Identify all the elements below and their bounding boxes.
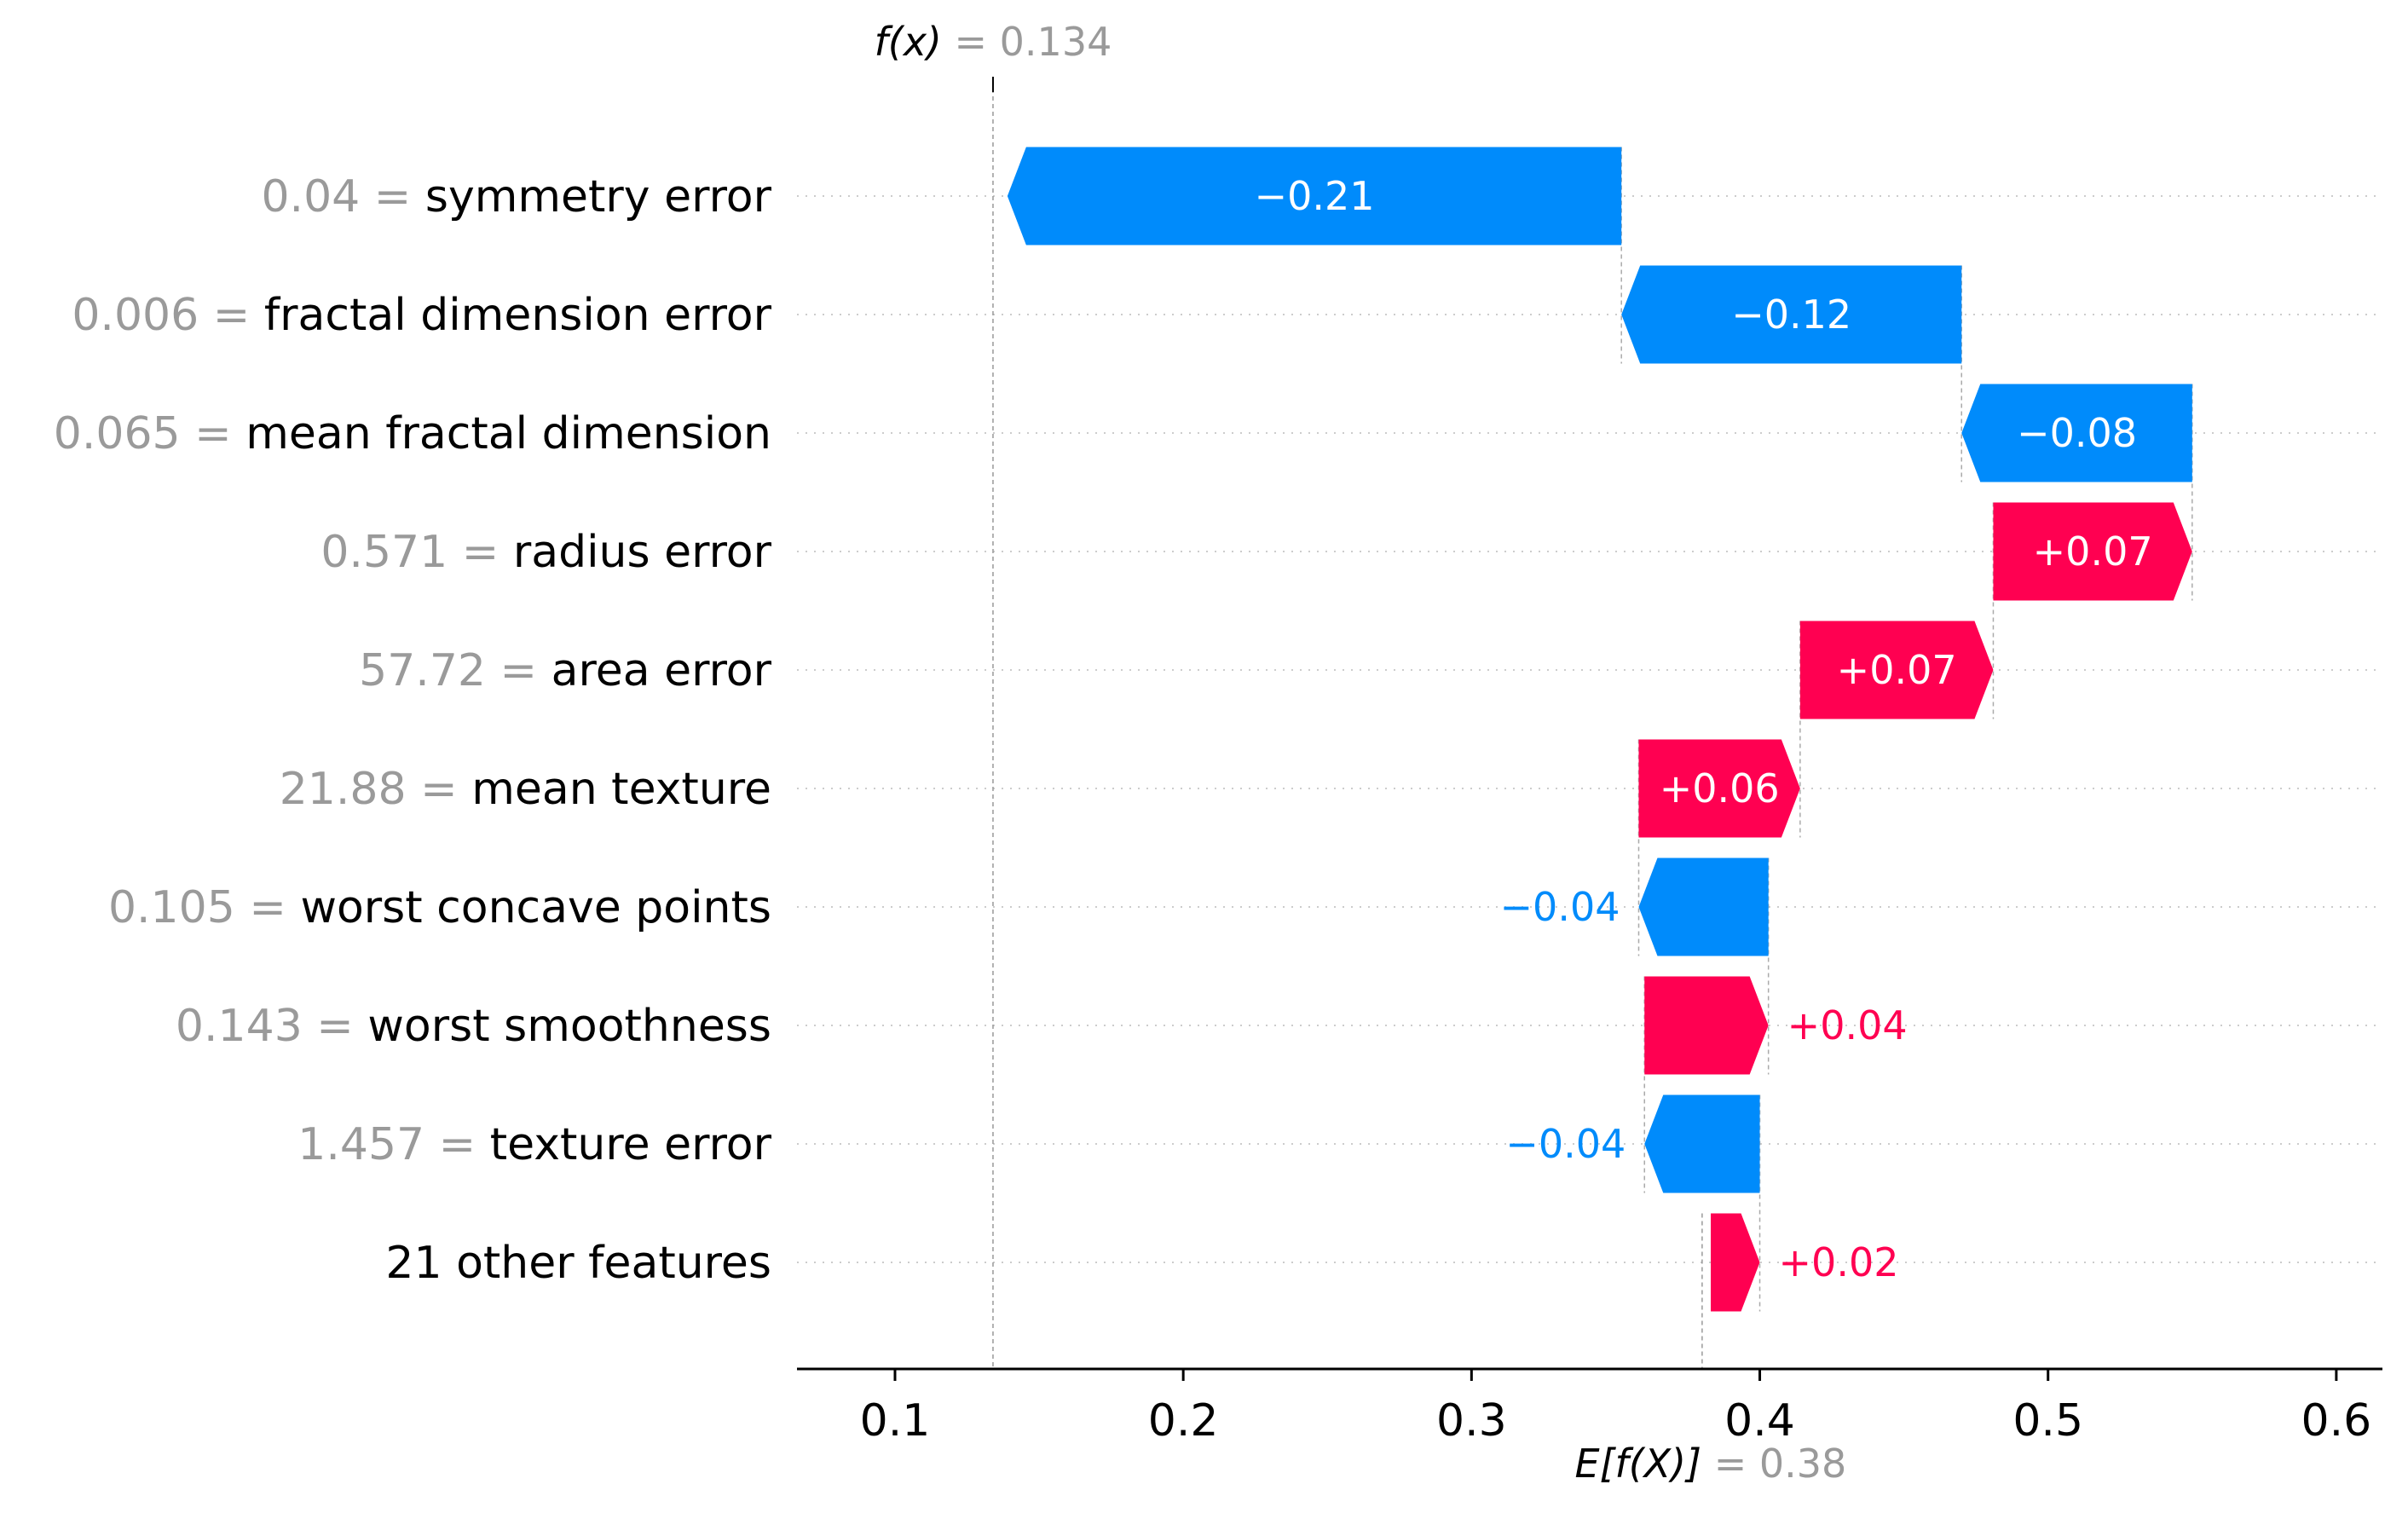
feature-name: texture error: [490, 1119, 772, 1170]
x-tick-label: 0.1: [860, 1395, 931, 1447]
bar-value-label: −0.04: [1500, 884, 1620, 930]
bar-connectors: [991, 77, 2193, 1369]
negative-contribution-bar: [1621, 265, 1962, 364]
x-axis: 0.1 0.2 0.3 0.4 0.5 0.6: [797, 1367, 2382, 1447]
negative-contribution-bar: [1961, 384, 2192, 482]
feature-label: 21.88 = mean texture: [280, 764, 771, 815]
fx-annotation: f(x) = 0.134: [875, 19, 1112, 65]
fx-value: = 0.134: [955, 19, 1112, 65]
positive-contribution-bar: [1993, 502, 2192, 601]
feature-name: worst concave points: [300, 882, 771, 933]
positive-contribution-bar: [1638, 739, 1800, 838]
feature-name: mean fractal dimension: [245, 408, 771, 459]
feature-name: worst smoothness: [367, 1001, 771, 1052]
bar-value-label: +0.07: [2033, 528, 2153, 575]
x-tick-label: 0.5: [2012, 1395, 2083, 1447]
feature-label: 0.571 = radius error: [320, 527, 771, 578]
feature-label: 0.105 = worst concave points: [108, 882, 771, 933]
x-tick-label: 0.3: [1436, 1395, 1507, 1447]
positive-contribution-bar: [1799, 621, 1994, 719]
feature-labels: −0.21 −0.12 −0.08 +0.07 +0.07 +0.06 −0.04 +0.04…: [54, 171, 2153, 1289]
feature-value: 0.571 =: [320, 527, 499, 578]
bar-value-label: −0.08: [2017, 410, 2137, 456]
feature-label: 21 other features: [385, 1238, 771, 1289]
feature-name: fractal dimension error: [264, 290, 772, 341]
bars: [1007, 147, 2192, 1312]
feature-label: 1.457 = texture error: [297, 1119, 771, 1170]
bar-value-label: −0.04: [1505, 1121, 1626, 1167]
gridlines: [797, 195, 2382, 1263]
feature-value: 0.065 =: [54, 408, 232, 459]
negative-contribution-bar: [1007, 147, 1622, 245]
feature-label: 0.143 = worst smoothness: [176, 1001, 771, 1052]
feature-name: area error: [551, 645, 772, 696]
feature-value: 0.006 =: [72, 290, 250, 341]
bar-value-label: +0.02: [1779, 1239, 1899, 1285]
feature-value: 21.88 =: [280, 764, 458, 815]
feature-name: radius error: [513, 527, 772, 578]
expected-value-annotation: E[f(X)] = 0.38: [1575, 1441, 1847, 1487]
x-tick-label: 0.2: [1148, 1395, 1219, 1447]
feature-value: 0.105 =: [108, 882, 286, 933]
ex-name: E[f(X)]: [1575, 1441, 1702, 1487]
ex-value: = 0.38: [1714, 1441, 1847, 1487]
x-tick-label: 0.6: [2301, 1395, 2372, 1447]
negative-contribution-bar: [1638, 858, 1769, 956]
bar-value-label: −0.12: [1731, 292, 1851, 338]
feature-label: 0.065 = mean fractal dimension: [54, 408, 771, 459]
feature-name: symmetry error: [425, 171, 772, 222]
feature-value: 57.72 =: [359, 645, 537, 696]
feature-name: 21 other features: [385, 1238, 771, 1289]
feature-label: 57.72 = area error: [359, 645, 771, 696]
annotations: f(x) = 0.134 E[f(X)] = 0.38: [875, 19, 1847, 1487]
feature-value: 0.143 =: [176, 1001, 354, 1052]
bar-value-label: −0.21: [1255, 173, 1375, 219]
positive-contribution-bar: [1644, 976, 1769, 1075]
negative-contribution-bar: [1644, 1094, 1760, 1193]
x-tick-label: 0.4: [1724, 1395, 1795, 1447]
fx-name: f(x): [875, 19, 942, 65]
positive-contribution-bar: [1711, 1213, 1760, 1312]
feature-value: 0.04 =: [261, 171, 411, 222]
bar-value-label: +0.06: [1660, 765, 1780, 811]
feature-value: 1.457 =: [297, 1119, 476, 1170]
feature-name: mean texture: [471, 764, 771, 815]
bar-value-label: +0.04: [1787, 1002, 1908, 1048]
feature-label: 0.006 = fractal dimension error: [72, 290, 771, 341]
feature-label: 0.04 = symmetry error: [261, 171, 771, 222]
bar-value-label: +0.07: [1837, 647, 1957, 693]
